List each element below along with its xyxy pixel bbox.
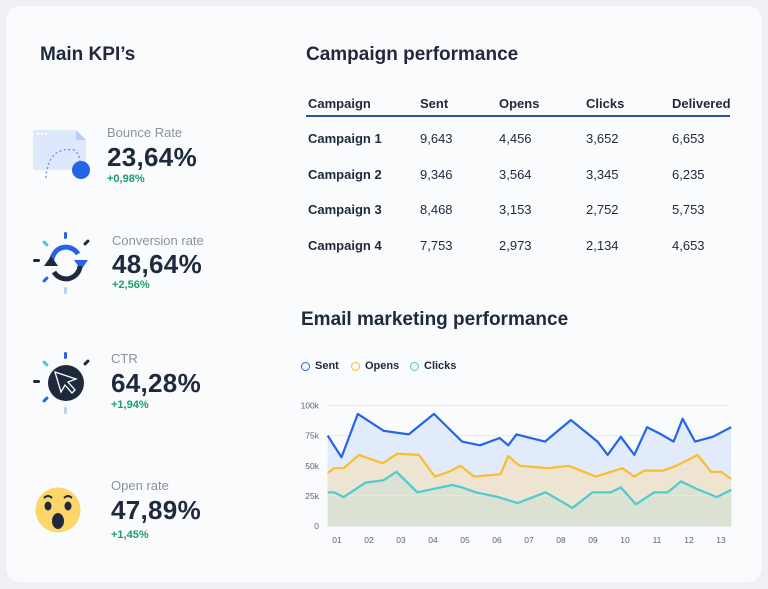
kpi-value: 48,64% <box>112 249 202 279</box>
campaign-title: Campaign performance <box>306 44 519 65</box>
table-cell: 2,134 <box>586 237 619 253</box>
legend-label: Clicks <box>424 360 457 372</box>
x-tick-label: 05 <box>460 535 470 545</box>
x-tick-label: 08 <box>556 535 566 545</box>
y-tick-label: 75k <box>305 431 319 441</box>
column-header: Clicks <box>586 96 625 111</box>
table-cell: 8,468 <box>420 202 453 217</box>
legend-label: Opens <box>365 360 400 372</box>
table-cell: 6,235 <box>672 166 705 182</box>
y-tick-label: 50k <box>305 461 319 471</box>
x-tick-label: 11 <box>653 535 662 545</box>
campaign-name-cell: Campaign 1 <box>308 131 382 146</box>
x-tick-label: 02 <box>364 535 374 545</box>
legend-item-sent: Sent <box>301 360 339 372</box>
email-title: Email marketing performance <box>301 309 569 330</box>
line-sent <box>326 412 732 459</box>
kpi-value: 47,89% <box>111 495 201 525</box>
table-cell: 4,456 <box>499 131 532 146</box>
x-tick-label: 12 <box>684 535 694 545</box>
table-cell: 5,753 <box>672 202 705 217</box>
table-cell: 3,652 <box>586 131 619 146</box>
kpi-label: Bounce Rate <box>107 125 183 140</box>
y-tick-label: 0 <box>314 521 319 531</box>
legend-marker <box>301 361 310 371</box>
x-tick-label: 06 <box>492 535 502 545</box>
column-header: Campaign <box>308 96 371 111</box>
table-cell: 2,973 <box>499 237 532 253</box>
line-clicks <box>327 470 732 509</box>
kpi-delta: +2,56% <box>112 279 150 291</box>
bounce-page-icon <box>33 130 90 179</box>
table-cell: 2,752 <box>586 202 619 217</box>
kpi-title: Main KPI’s <box>40 44 136 65</box>
x-tick-label: 03 <box>396 535 406 545</box>
column-header: Delivered <box>672 96 731 111</box>
table-cell: 7,753 <box>420 237 453 253</box>
x-tick-label: 07 <box>524 535 534 545</box>
table-cell: 3,564 <box>499 166 532 182</box>
legend-marker <box>410 361 419 371</box>
surprised-emoji-icon <box>35 487 81 533</box>
campaign-name-cell: Campaign 2 <box>308 166 382 182</box>
table-cell: 9,346 <box>420 166 453 182</box>
x-tick-label: 09 <box>588 535 598 545</box>
header-divider <box>306 115 730 117</box>
campaign-name-cell: Campaign 4 <box>308 237 382 253</box>
legend-item-opens: Opens <box>351 360 399 372</box>
x-tick-label: 01 <box>332 535 342 545</box>
kpi-label: Conversion rate <box>112 233 204 248</box>
table-cell: 4,653 <box>672 237 705 253</box>
x-tick-label: 10 <box>620 535 630 545</box>
kpi-value: 64,28% <box>111 368 201 398</box>
campaign-name-cell: Campaign 3 <box>308 202 382 217</box>
kpi-delta: +0,98% <box>107 173 145 185</box>
table-cell: 3,345 <box>586 166 619 182</box>
column-header: Opens <box>499 96 540 111</box>
column-header: Sent <box>420 96 449 111</box>
x-tick-label: 13 <box>716 535 726 545</box>
y-tick-label: 100k <box>301 401 320 411</box>
kpi-delta: +1,45% <box>111 529 149 541</box>
kpi-label: Open rate <box>111 478 169 493</box>
refresh-cycle-icon <box>33 232 90 294</box>
y-tick-label: 25k <box>305 491 319 501</box>
kpi-delta: +1,94% <box>111 399 149 411</box>
kpi-value: 23,64% <box>107 142 197 172</box>
line-opens <box>327 452 732 480</box>
cursor-click-icon <box>33 352 90 414</box>
x-tick-label: 04 <box>428 535 438 545</box>
table-cell: 3,153 <box>499 202 532 217</box>
table-cell: 6,653 <box>672 131 705 146</box>
kpi-label: CTR <box>111 351 138 366</box>
legend-marker <box>351 361 360 371</box>
table-cell: 9,643 <box>420 131 453 146</box>
legend-item-clicks: Clicks <box>410 360 456 372</box>
legend-label: Sent <box>315 360 339 372</box>
